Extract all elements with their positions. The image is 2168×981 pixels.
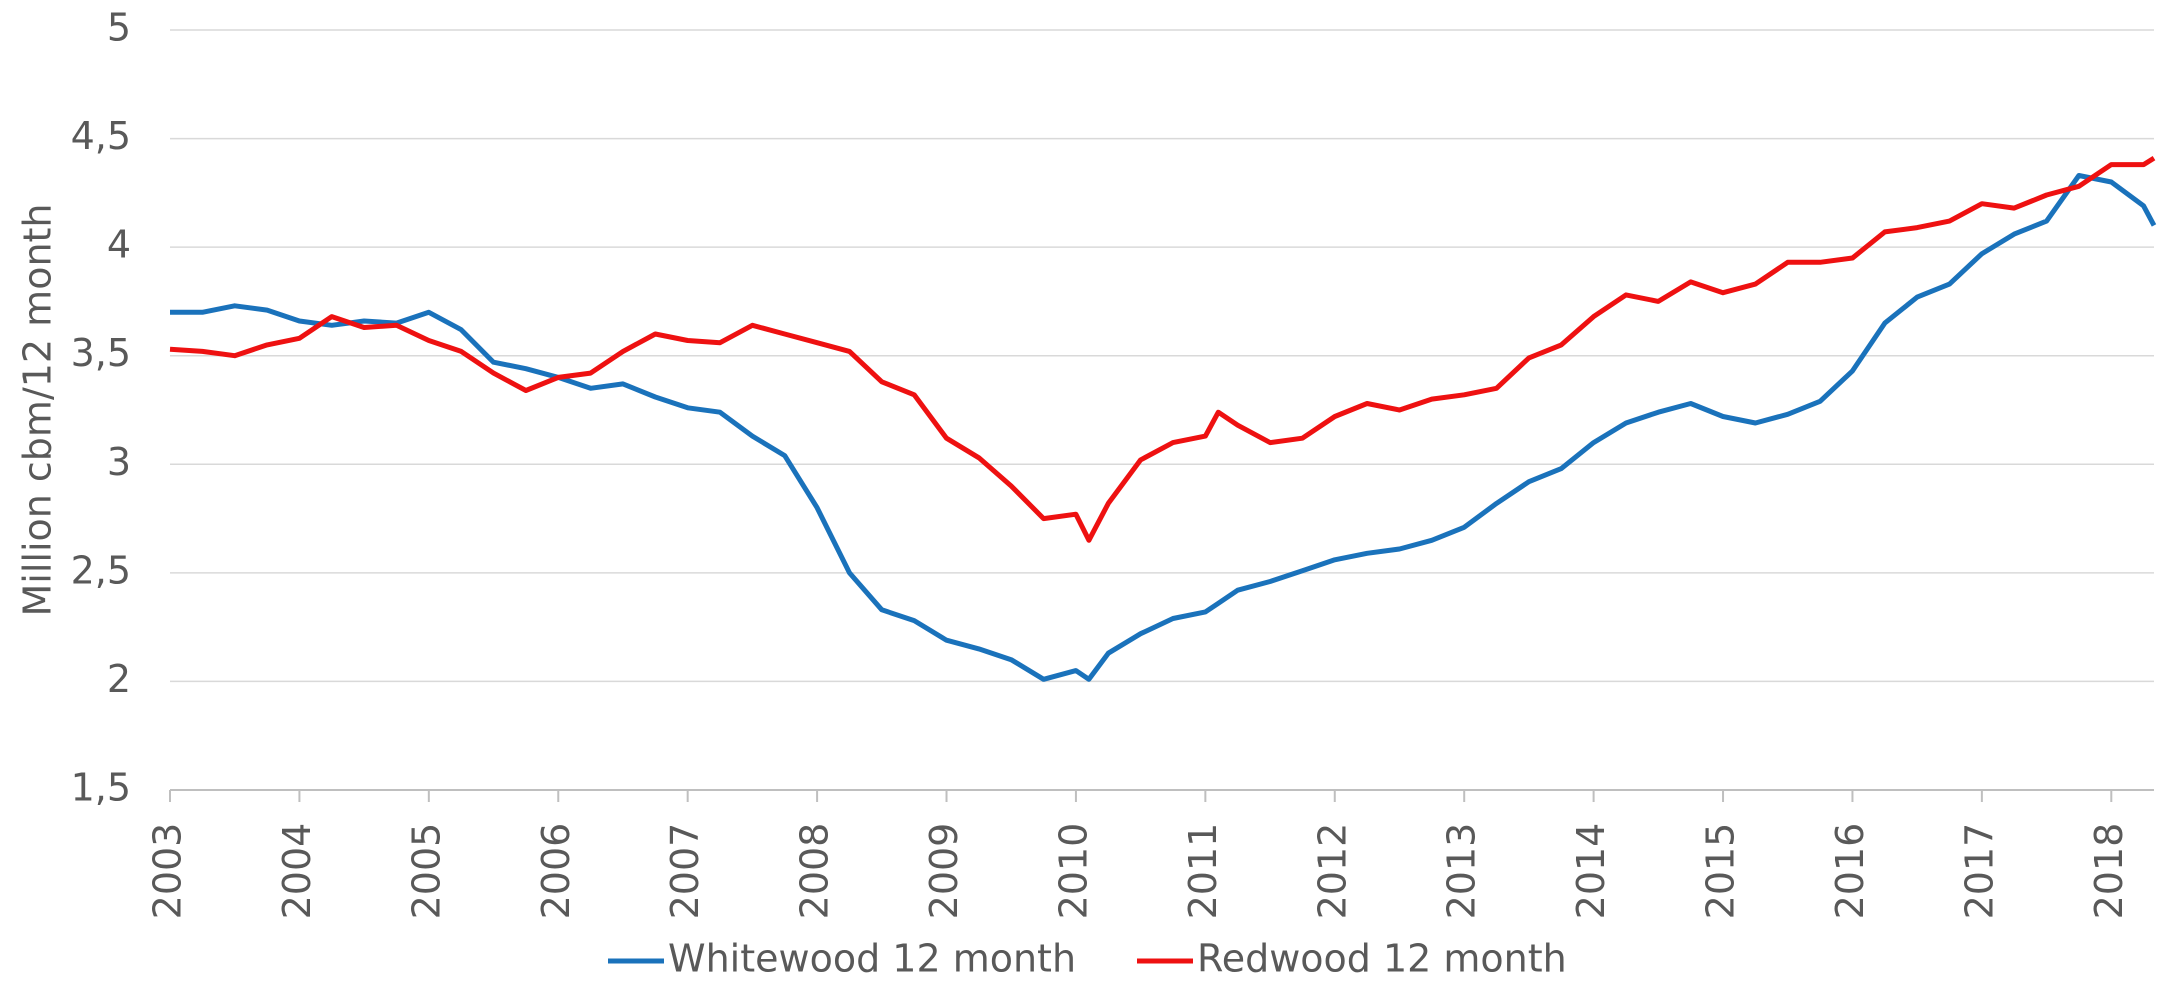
y-tick-label: 4,5 xyxy=(71,114,131,158)
y-axis-label: Million cbm/12 month xyxy=(16,203,60,616)
x-tick-label: 2009 xyxy=(922,823,966,920)
x-tick-label: 2008 xyxy=(793,823,837,920)
y-tick-label: 5 xyxy=(107,6,131,50)
x-tick-label: 2003 xyxy=(146,823,190,920)
x-tick-label: 2010 xyxy=(1051,823,1095,920)
y-tick-label: 4 xyxy=(107,223,131,267)
y-tick-label: 3 xyxy=(107,440,131,484)
x-tick-label: 2018 xyxy=(2087,823,2131,920)
y-tick-label: 2 xyxy=(107,657,131,701)
x-tick-label: 2011 xyxy=(1181,823,1225,920)
x-tick-label: 2015 xyxy=(1699,823,1743,920)
legend-label: Whitewood 12 month xyxy=(668,937,1076,981)
x-tick-label: 2016 xyxy=(1828,823,1872,920)
x-tick-label: 2006 xyxy=(534,823,578,920)
y-tick-label: 1,5 xyxy=(71,766,131,810)
y-tick-label: 3,5 xyxy=(71,331,131,375)
y-tick-label: 2,5 xyxy=(71,548,131,592)
x-tick-label: 2017 xyxy=(1957,823,2001,920)
x-tick-label: 2012 xyxy=(1310,823,1354,920)
series-line xyxy=(169,155,2156,543)
series-line xyxy=(170,173,2157,682)
x-tick-label: 2007 xyxy=(663,823,707,920)
x-tick-label: 2014 xyxy=(1569,823,1613,920)
x-tick-label: 2004 xyxy=(275,823,319,920)
x-tick-label: 2013 xyxy=(1440,823,1484,920)
legend-label: Redwood 12 month xyxy=(1197,937,1567,981)
x-tick-label: 2005 xyxy=(404,823,448,920)
